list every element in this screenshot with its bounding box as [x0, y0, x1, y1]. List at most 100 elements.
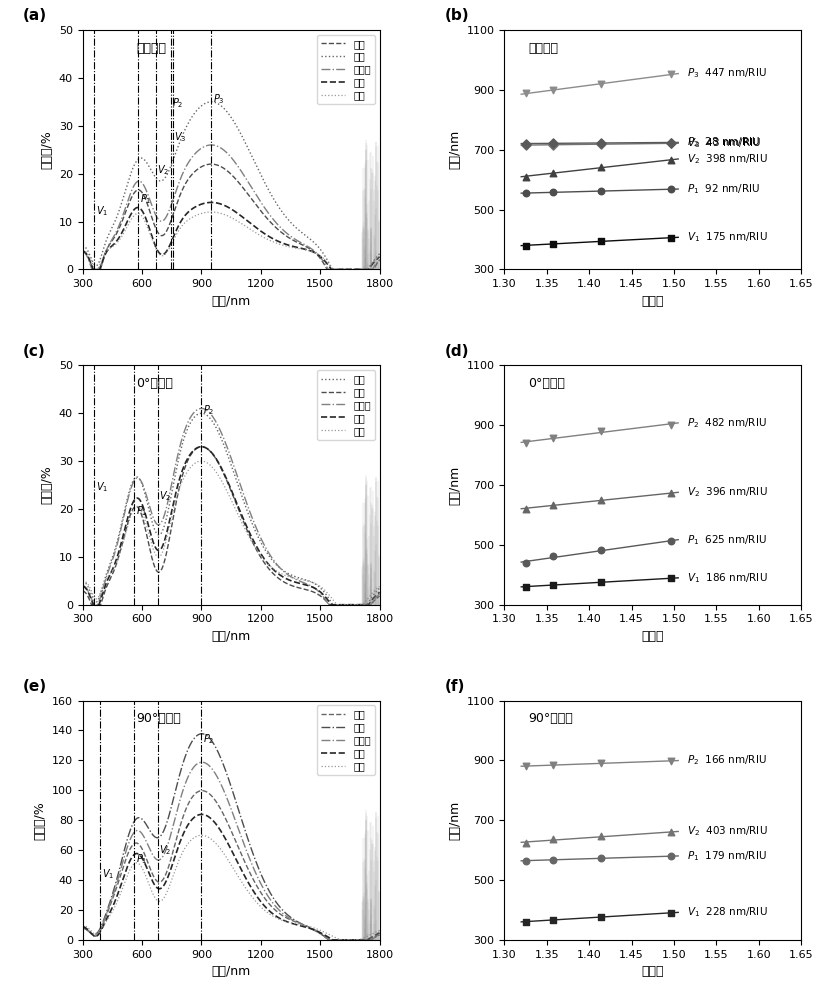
Point	[595, 233, 608, 249]
Point	[595, 492, 608, 508]
Text: (e): (e)	[23, 679, 47, 694]
Text: 0°偏振光: 0°偏振光	[528, 377, 565, 390]
X-axis label: 折射率: 折射率	[642, 295, 664, 308]
Text: $V_3$: $V_3$	[174, 130, 187, 144]
正己醇	[206, 139, 216, 151]
正己醇	[375, 928, 385, 940]
氯仿	[206, 196, 216, 208]
Point	[546, 577, 559, 593]
正己醇	[192, 404, 202, 416]
丙酮	[205, 445, 215, 457]
甲醇	[337, 934, 347, 946]
Point	[595, 828, 608, 844]
Line: 丙酮: 丙酮	[83, 734, 380, 940]
正己醇	[129, 826, 139, 838]
Point	[665, 905, 678, 921]
甲醇	[205, 412, 215, 424]
甲苯	[332, 599, 342, 611]
Text: $P_1$: $P_1$	[135, 852, 147, 866]
Text: $P_2$: $P_2$	[203, 403, 215, 417]
Point	[546, 82, 559, 98]
甲醇	[375, 582, 385, 594]
Text: $V_1$: $V_1$	[102, 867, 114, 881]
正己醇	[87, 263, 97, 275]
X-axis label: 折射率: 折射率	[642, 630, 664, 643]
Y-axis label: 透射率/%: 透射率/%	[40, 466, 53, 504]
Text: $P_2$  166 nm/RIU: $P_2$ 166 nm/RIU	[686, 754, 767, 767]
Line: 甲醇: 甲醇	[83, 164, 380, 269]
正己醇	[375, 588, 385, 600]
甲醇	[375, 254, 385, 266]
甲苯	[375, 924, 385, 936]
Text: $P_3$: $P_3$	[213, 92, 225, 106]
正己醇	[369, 932, 379, 944]
氯仿	[375, 927, 385, 939]
氯仿	[112, 892, 121, 904]
甲醇	[129, 838, 139, 850]
Line: 甲醇: 甲醇	[83, 413, 380, 605]
Point	[546, 912, 559, 928]
甲苯	[192, 209, 202, 221]
Text: $P_1$  625 nm/RIU: $P_1$ 625 nm/RIU	[686, 533, 767, 547]
Legend: 甲醇, 丙酮, 正己醇, 氯仿, 甲苯: 甲醇, 丙酮, 正己醇, 氯仿, 甲苯	[317, 705, 375, 775]
Point	[520, 555, 533, 571]
氯仿	[88, 263, 98, 275]
甲醇	[205, 788, 215, 800]
Y-axis label: 波长/nm: 波长/nm	[448, 130, 461, 169]
X-axis label: 折射率: 折射率	[642, 965, 664, 978]
氯仿	[375, 251, 385, 263]
Line: 丙酮: 丙酮	[83, 447, 380, 605]
丙酮	[369, 595, 379, 607]
Point	[595, 909, 608, 925]
甲苯	[197, 829, 206, 841]
丙酮	[192, 730, 202, 742]
氯仿	[78, 921, 88, 933]
Text: 90°偏振光: 90°偏振光	[528, 712, 572, 725]
甲醇	[197, 785, 207, 797]
Y-axis label: 透射率/%: 透射率/%	[40, 130, 53, 169]
丙酮	[192, 105, 202, 117]
Text: $V_1$  175 nm/RIU: $V_1$ 175 nm/RIU	[686, 230, 767, 244]
正己醇	[78, 579, 88, 591]
甲苯	[375, 581, 385, 593]
氯仿	[205, 811, 215, 823]
Text: (b): (b)	[445, 8, 469, 23]
甲苯	[78, 575, 88, 587]
Text: $V_1$: $V_1$	[96, 204, 108, 218]
Point	[665, 485, 678, 501]
Point	[520, 85, 533, 101]
丙酮	[327, 263, 337, 275]
甲苯	[375, 250, 385, 262]
Text: $P_1$: $P_1$	[135, 504, 147, 518]
Text: $V_2$  403 nm/RIU: $V_2$ 403 nm/RIU	[686, 825, 767, 838]
正己醇	[337, 263, 347, 275]
Point	[520, 137, 533, 153]
氯仿	[129, 494, 139, 506]
氯仿	[375, 586, 385, 598]
甲醇	[112, 538, 121, 550]
Text: $V_2$  398 nm/RIU: $V_2$ 398 nm/RIU	[686, 152, 767, 166]
甲苯	[206, 206, 216, 218]
氯仿	[78, 245, 88, 257]
丙酮	[87, 599, 97, 611]
Point	[520, 501, 533, 517]
氯仿	[112, 235, 121, 247]
正己醇	[112, 225, 121, 237]
甲醇	[324, 934, 334, 946]
Text: $V_1$: $V_1$	[96, 480, 108, 494]
丙酮	[375, 248, 385, 260]
甲苯	[369, 585, 379, 597]
Point	[595, 76, 608, 92]
氯仿	[337, 934, 347, 946]
正己醇	[375, 253, 385, 265]
Point	[665, 848, 678, 864]
甲苯	[328, 263, 338, 275]
丙酮	[369, 932, 379, 944]
正己醇	[78, 921, 88, 933]
Point	[595, 542, 608, 558]
丙酮	[78, 585, 88, 597]
Text: $V_3$  43 nm/RIU: $V_3$ 43 nm/RIU	[686, 136, 761, 150]
甲醇	[112, 882, 121, 894]
Point	[595, 135, 608, 151]
Text: $V_2$: $V_2$	[158, 164, 169, 177]
